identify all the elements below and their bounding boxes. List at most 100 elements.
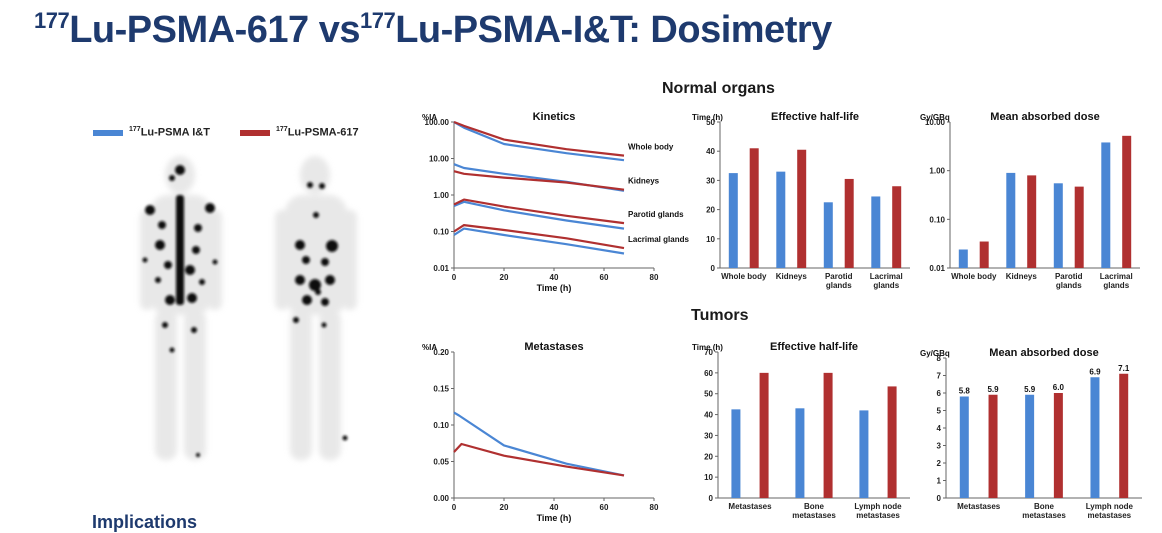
series-line-617 [453,223,625,250]
bar-617 [797,149,807,268]
chart-xlabel: Time (h) [537,513,572,523]
x-tick-label: 20 [500,273,509,282]
chart-title: Mean absorbed dose [989,347,1098,359]
y-tick-label: 3 [937,442,942,451]
chart-title: Mean absorbed dose [990,111,1099,123]
bar-it [776,171,786,268]
legend-label-it: Lu-PSMA I&T [140,126,210,139]
chart-ylabel: Time (h) [692,113,723,122]
bar-it [1006,172,1016,268]
tumors-heading: Tumors [691,307,749,324]
category-label: Metastases [728,502,772,511]
chart-ylabel: Gy/GBq [920,113,950,122]
y-tick-label: 30 [706,176,715,185]
series-line-617 [453,120,625,157]
category-label: Bone [804,502,825,511]
bar-it [1053,183,1063,268]
category-label: Lymph node [854,502,902,511]
bar-617 [823,372,833,498]
x-tick-label: 20 [500,503,509,512]
series-line-it [453,200,625,230]
curve-label: Kidneys [628,177,660,186]
category-label: Lacrimal [1100,272,1133,281]
y-tick-label: 50 [706,118,715,127]
category-label: glands [1103,281,1129,290]
category-label: Bone [1034,502,1055,511]
legend-swatch-it [93,129,123,136]
category-label: Metastases [957,502,1001,511]
title-superscript-1: 177 [34,8,70,33]
y-tick-label: 0 [711,264,716,273]
y-tick-label: 40 [706,147,715,156]
y-tick-label: 30 [704,431,713,440]
series-line-617 [453,442,625,477]
bar-617 [892,186,902,268]
slide-title: 177Lu-PSMA-617 vs177Lu-PSMA-I&T: Dosimet… [34,8,832,52]
title-part-2: Lu-PSMA-I&T: Dosimetry [395,9,832,51]
bar-it [1025,394,1035,498]
category-label: Kidneys [776,272,808,281]
category-label: Lacrimal [870,272,903,281]
y-tick-label: 100.00 [425,118,450,127]
legend-sup-it: 177 [129,126,141,133]
category-label: Kidneys [1006,272,1038,281]
bar-it [731,409,741,498]
bar-617 [887,386,897,498]
chart-title: Effective half-life [770,341,858,353]
chart-ylabel: Time (h) [692,343,723,352]
y-tick-label: 6 [937,389,942,398]
title-superscript-2: 177 [359,8,396,33]
bar-it [958,249,968,268]
y-tick-label: 0 [709,494,714,503]
series-line-it [453,121,625,162]
chart-normal-half-life: Effective half-life Time (h) 0 10 20 30 40 50 Wh… [692,111,910,290]
scan-left-silhouette [140,156,222,460]
y-tick-label: 0.10 [929,215,945,224]
bar-value-label: 6.0 [1053,383,1065,392]
chart-metastases: Metastases %IA 0.00 0.05 0.10 0.15 0.20 0 20 40 60… [422,341,659,523]
series-line-it [453,227,625,255]
y-tick-label: 8 [937,354,942,363]
category-label: Parotid [825,272,853,281]
y-tick-label: 0.10 [433,228,449,237]
bar-617 [1074,186,1084,268]
chart-tumor-absorbed-dose: Mean absorbed dose Gy/GBq 0 1 2 3 4 5 6 7 8 Metasta… [920,347,1142,520]
category-label: metastases [792,511,836,520]
y-tick-label: 70 [704,348,713,357]
y-tick-label: 60 [704,369,713,378]
category-label: Whole body [951,272,997,281]
x-tick-label: 0 [452,503,457,512]
bar-617 [749,148,759,268]
bar-617 [979,241,989,268]
chart-title: Metastases [524,341,583,353]
bar-it [795,408,805,498]
bar-617 [1053,393,1063,498]
y-tick-label: 10 [706,235,715,244]
category-label: metastases [1022,511,1066,520]
bar-value-label: 7.1 [1118,364,1130,373]
legend-sup-617: 177 [276,126,288,133]
category-label: Whole body [721,272,767,281]
bar-617 [988,394,998,498]
y-tick-label: 1 [937,477,942,486]
chart-tumor-half-life: Effective half-life Time (h) 0 10 20 30 40 50 60… [692,341,910,520]
x-tick-label: 80 [650,273,659,282]
category-label: glands [873,281,899,290]
category-label: metastases [856,511,900,520]
bar-it [959,396,969,498]
y-tick-label: 0.01 [929,264,945,273]
bar-it [728,173,738,268]
legend-item-it: 177Lu-PSMA I&T [93,126,210,139]
category-label: Lymph node [1086,502,1134,511]
legend-swatch-617 [240,129,270,136]
y-tick-label: 5 [937,407,942,416]
category-label: glands [826,281,852,290]
bar-value-label: 5.9 [1024,385,1036,394]
y-tick-label: 40 [704,411,713,420]
bar-it [823,202,833,268]
y-tick-label: 0.01 [433,264,449,273]
normal-organs-heading: Normal organs [662,80,775,97]
legend-item-617: 177Lu-PSMA-617 [240,126,359,139]
bar-value-label: 6.9 [1089,367,1101,376]
